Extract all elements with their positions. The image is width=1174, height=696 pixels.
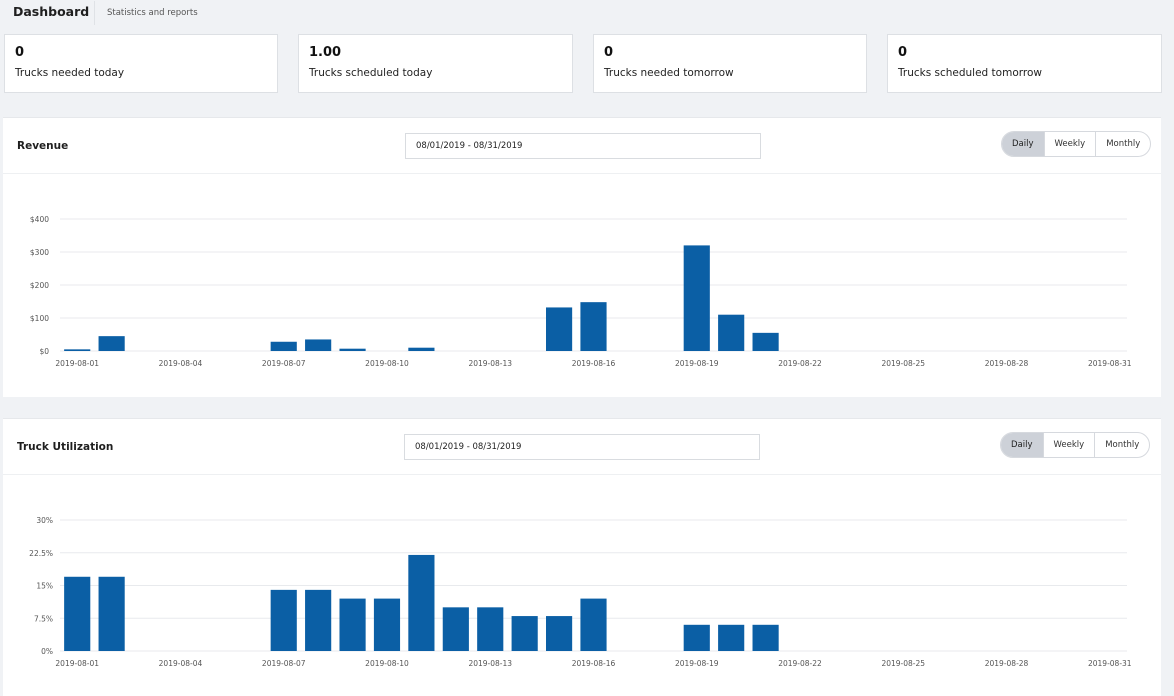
- y-tick-label: $300: [30, 248, 49, 257]
- x-tick-label: 2019-08-01: [55, 659, 99, 668]
- bar: [752, 624, 779, 651]
- utilization-monthly-button[interactable]: Monthly: [1094, 433, 1149, 457]
- bar: [98, 576, 125, 651]
- top-bar: Dashboard Statistics and reports: [0, 0, 1174, 26]
- x-tick-label: 2019-08-10: [365, 659, 409, 668]
- stat-label: Trucks scheduled tomorrow: [898, 67, 1042, 79]
- revenue-chart: $0 $100 $200 $300 $400 2019-08-01 2019-08-04 20…: [30, 215, 1132, 368]
- bar: [64, 576, 91, 651]
- revenue-date-range-input[interactable]: 08/01/2019 - 08/31/2019: [405, 133, 761, 159]
- bar: [683, 245, 710, 351]
- bar: [270, 589, 297, 651]
- x-tick-label: 2019-08-04: [159, 359, 203, 368]
- bar: [580, 302, 607, 351]
- utilization-chart: 0% 7.5% 15% 22.5% 30% 2019-08-01 2019-08-04 201…: [29, 516, 1132, 668]
- bar: [442, 607, 469, 651]
- bar: [408, 347, 435, 351]
- y-tick-label: 7.5%: [34, 614, 53, 623]
- y-tick-label: $200: [30, 281, 49, 290]
- x-tick-label: 2019-08-07: [262, 659, 306, 668]
- stat-value: 0: [898, 45, 908, 60]
- bar: [408, 554, 435, 651]
- x-tick-label: 2019-08-31: [1088, 359, 1132, 368]
- x-tick-label: 2019-08-31: [1088, 659, 1132, 668]
- bar: [305, 339, 332, 351]
- page-subtitle: Statistics and reports: [107, 8, 198, 18]
- stat-card-trucks-needed-tomorrow: 0 Trucks needed tomorrow: [593, 34, 867, 93]
- utilization-period-toggle: Daily Weekly Monthly: [1000, 432, 1151, 458]
- x-tick-label: 2019-08-04: [159, 659, 203, 668]
- x-tick-label: 2019-08-22: [778, 359, 822, 368]
- stat-label: Trucks scheduled today: [309, 67, 433, 79]
- y-tick-label: $0: [39, 347, 49, 356]
- x-tick-label: 2019-08-25: [881, 659, 925, 668]
- stat-value: 1.00: [309, 45, 342, 60]
- bar: [718, 314, 745, 351]
- bar: [752, 332, 779, 351]
- stat-label: Trucks needed today: [15, 67, 125, 79]
- title-divider: [94, 1, 95, 25]
- y-tick-label: 15%: [36, 582, 53, 591]
- x-tick-label: 2019-08-19: [675, 359, 719, 368]
- bar: [683, 624, 710, 651]
- revenue-panel: Revenue 08/01/2019 - 08/31/2019 Daily We…: [3, 117, 1161, 397]
- revenue-daily-button[interactable]: Daily: [1002, 132, 1044, 156]
- page-title: Dashboard: [13, 4, 90, 19]
- revenue-monthly-button[interactable]: Monthly: [1095, 132, 1150, 156]
- revenue-period-toggle: Daily Weekly Monthly: [1001, 131, 1152, 157]
- utilization-date-range-input[interactable]: 08/01/2019 - 08/31/2019: [404, 434, 760, 460]
- bar: [718, 624, 745, 651]
- bar: [305, 589, 332, 651]
- x-tick-label: 2019-08-07: [262, 359, 306, 368]
- x-tick-label: 2019-08-28: [985, 359, 1029, 368]
- bar: [580, 598, 607, 651]
- revenue-weekly-button[interactable]: Weekly: [1043, 132, 1096, 156]
- bar: [477, 607, 504, 651]
- utilization-weekly-button[interactable]: Weekly: [1042, 433, 1095, 457]
- bar: [270, 341, 297, 351]
- bar: [511, 616, 538, 651]
- stat-card-trucks-scheduled-today: 1.00 Trucks scheduled today: [298, 34, 573, 93]
- bar: [339, 348, 366, 351]
- x-tick-label: 2019-08-10: [365, 359, 409, 368]
- y-tick-label: 0%: [41, 647, 53, 656]
- bar: [339, 598, 366, 651]
- x-tick-label: 2019-08-28: [985, 659, 1029, 668]
- x-tick-label: 2019-08-22: [778, 659, 822, 668]
- stat-value: 0: [604, 45, 614, 60]
- bar: [98, 336, 125, 351]
- bar: [64, 349, 91, 351]
- stat-card-trucks-needed-today: 0 Trucks needed today: [4, 34, 278, 93]
- bar: [373, 598, 401, 651]
- utilization-panel: Truck Utilization 08/01/2019 - 08/31/201…: [3, 418, 1161, 696]
- revenue-panel-header: Revenue 08/01/2019 - 08/31/2019 Daily We…: [3, 118, 1161, 174]
- stat-card-trucks-scheduled-tomorrow: 0 Trucks scheduled tomorrow: [887, 34, 1162, 93]
- y-tick-label: $400: [30, 215, 49, 224]
- stat-value: 0: [15, 45, 25, 60]
- x-tick-label: 2019-08-16: [572, 359, 616, 368]
- bar: [546, 307, 573, 351]
- utilization-panel-header: Truck Utilization 08/01/2019 - 08/31/201…: [3, 419, 1161, 475]
- revenue-title: Revenue: [17, 140, 69, 152]
- x-tick-label: 2019-08-19: [675, 659, 719, 668]
- bar: [546, 616, 573, 651]
- y-tick-label: 30%: [36, 516, 53, 525]
- utilization-title: Truck Utilization: [17, 441, 114, 453]
- y-tick-label: 22.5%: [29, 549, 53, 558]
- x-tick-label: 2019-08-01: [55, 359, 99, 368]
- x-tick-label: 2019-08-25: [881, 359, 925, 368]
- x-tick-label: 2019-08-13: [468, 659, 512, 668]
- x-tick-label: 2019-08-16: [572, 659, 616, 668]
- x-tick-label: 2019-08-13: [468, 359, 512, 368]
- stat-label: Trucks needed tomorrow: [604, 67, 734, 79]
- utilization-daily-button[interactable]: Daily: [1001, 433, 1043, 457]
- y-tick-label: $100: [30, 314, 49, 323]
